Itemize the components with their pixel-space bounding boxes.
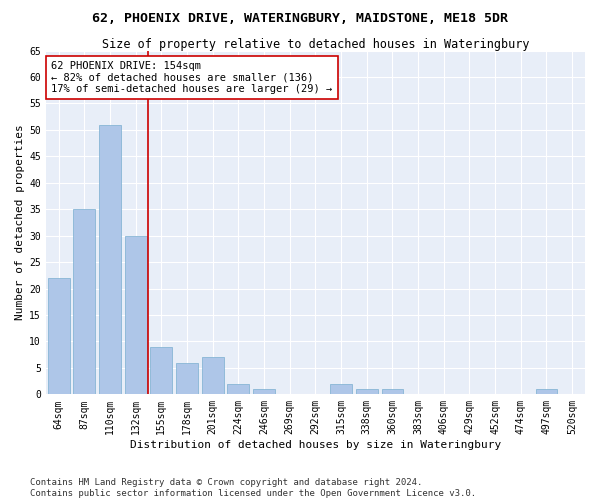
Text: 62, PHOENIX DRIVE, WATERINGBURY, MAIDSTONE, ME18 5DR: 62, PHOENIX DRIVE, WATERINGBURY, MAIDSTO… xyxy=(92,12,508,26)
Bar xyxy=(151,346,172,395)
Bar xyxy=(125,236,146,394)
Bar xyxy=(253,389,275,394)
Text: 62 PHOENIX DRIVE: 154sqm
← 82% of detached houses are smaller (136)
17% of semi-: 62 PHOENIX DRIVE: 154sqm ← 82% of detach… xyxy=(51,61,332,94)
Bar xyxy=(330,384,352,394)
Y-axis label: Number of detached properties: Number of detached properties xyxy=(15,124,25,320)
Bar xyxy=(202,358,224,395)
Bar xyxy=(48,278,70,394)
Bar xyxy=(227,384,249,394)
Bar xyxy=(382,389,403,394)
Bar xyxy=(73,209,95,394)
Bar xyxy=(356,389,377,394)
X-axis label: Distribution of detached houses by size in Wateringbury: Distribution of detached houses by size … xyxy=(130,440,501,450)
Title: Size of property relative to detached houses in Wateringbury: Size of property relative to detached ho… xyxy=(101,38,529,51)
Text: Contains HM Land Registry data © Crown copyright and database right 2024.
Contai: Contains HM Land Registry data © Crown c… xyxy=(30,478,476,498)
Bar xyxy=(99,124,121,394)
Bar xyxy=(536,389,557,394)
Bar xyxy=(176,362,198,394)
